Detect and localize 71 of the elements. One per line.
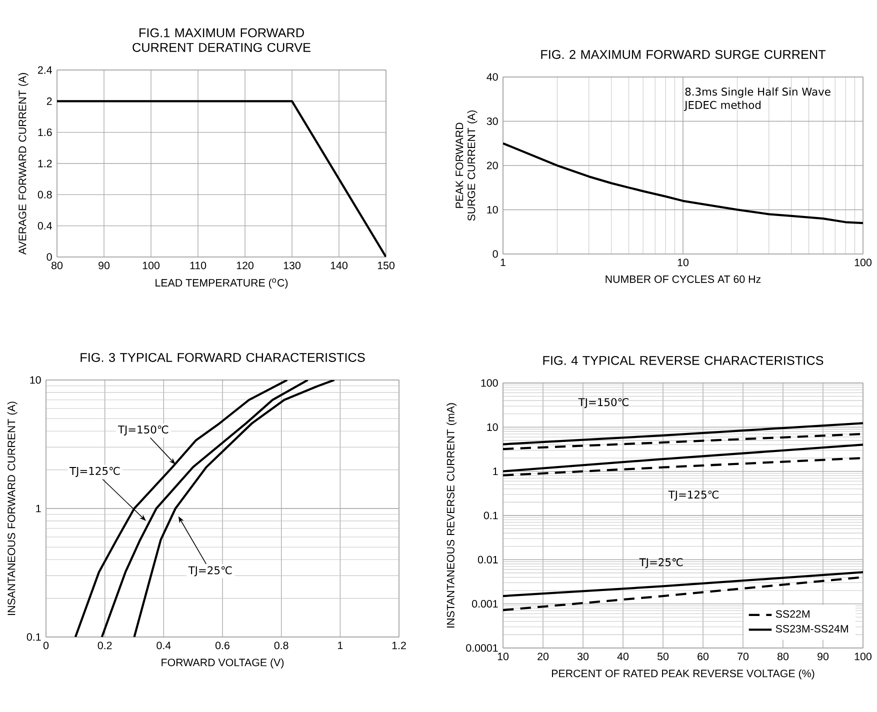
y-axis-title: INSTANTANEOUS REVERSE CURRENT (mA) <box>446 403 457 628</box>
legend-label: SS22M <box>776 610 810 618</box>
y-tick-label: 0 <box>46 253 52 261</box>
x-tick-label: 130 <box>284 262 300 270</box>
y-tick-label: 0 <box>492 250 498 258</box>
y-axis-title: INSANTANEOUS FORWARD CURRENT (A) <box>7 402 18 615</box>
x-tick-label: 140 <box>330 262 348 270</box>
x-tick-label: 100 <box>854 258 872 266</box>
x-tick-label: 50 <box>657 652 669 660</box>
y-tick-label: 10 <box>487 423 498 431</box>
x-tick-label: 0.6 <box>216 642 230 650</box>
y-tick-label: 2.4 <box>38 66 52 74</box>
y-tick-label: 40 <box>486 73 498 81</box>
annotation: TJ=25℃ <box>188 566 232 576</box>
y-tick-label: 1.2 <box>38 160 52 168</box>
x-tick-label: 20 <box>538 652 549 660</box>
annotation: TJ=150℃ <box>578 398 629 408</box>
x-tick-label: 40 <box>617 652 629 660</box>
y-tick-label: 30 <box>486 117 498 126</box>
y-tick-label: 10 <box>487 206 498 214</box>
chart-title: FIG. 4 TYPICAL REVERSE CHARACTERISTICS <box>543 356 824 365</box>
y-tick-label: 0.1 <box>26 633 41 641</box>
x-tick-label: 120 <box>236 262 254 270</box>
x-axis-title: LEAD TEMPERATURE ($^{o}$C) <box>156 278 288 289</box>
annotation: TJ=25℃ <box>639 558 683 568</box>
x-axis-title: NUMBER OF CYCLES AT 60 Hz <box>606 275 761 283</box>
y-tick-label: 0.001 <box>472 600 498 608</box>
annotation: TJ=150℃ <box>118 425 168 436</box>
chart-title: FIG.1 MAXIMUM FORWARD CURRENT DERATING CURVE <box>132 28 310 52</box>
x-tick-label: 100 <box>854 652 872 660</box>
chart-title: FIG. 2 MAXIMUM FORWARD SURGE CURRENT <box>541 50 826 59</box>
x-axis-title: FORWARD VOLTAGE (V) <box>162 658 284 668</box>
x-axis-title: PERCENT OF RATED PEAK REVERSE VOLTAGE (%) <box>552 669 814 680</box>
x-tick-label: 80 <box>778 652 789 660</box>
x-tick-label: 70 <box>738 652 749 660</box>
y-axis-title: PEAK FORWARD SURGE CURRENT (A) <box>456 110 478 221</box>
x-tick-label: 80 <box>52 262 63 270</box>
x-tick-label: 30 <box>577 652 589 660</box>
y-tick-label: 1 <box>493 468 498 475</box>
x-tick-label: 0.4 <box>156 642 171 650</box>
annotation: JEDEC method <box>684 100 760 111</box>
x-tick-label: 60 <box>698 652 709 660</box>
annotation: TJ=125℃ <box>668 490 719 501</box>
chart-title: FIG. 3 TYPICAL FORWARD CHARACTERISTICS <box>80 352 365 362</box>
y-tick-label: 2 <box>46 97 52 105</box>
x-tick-label: 1.2 <box>392 642 406 650</box>
y-axis-title: AVERAGE FORWARD CURRENT (A) <box>18 73 28 255</box>
x-tick-label: 1 <box>500 258 506 266</box>
y-tick-label: 0.0001 <box>466 644 498 652</box>
y-tick-label: 20 <box>486 162 498 170</box>
y-tick-label: 1.6 <box>38 128 52 136</box>
x-tick-label: 0.8 <box>274 642 288 650</box>
y-tick-label: 0.8 <box>38 190 52 198</box>
x-tick-label: 0.2 <box>98 642 112 650</box>
y-tick-label: 10 <box>30 376 41 384</box>
x-tick-label: 1 <box>338 642 343 650</box>
x-tick-label: 90 <box>818 652 829 660</box>
y-tick-label: 100 <box>481 379 498 387</box>
x-tick-label: 110 <box>190 262 206 270</box>
y-tick-label: 0.4 <box>38 222 52 230</box>
legend-label: SS23M-SS24M <box>776 624 848 633</box>
x-tick-label: 10 <box>678 258 689 266</box>
x-tick-label: 100 <box>142 262 160 270</box>
x-tick-label: 10 <box>498 652 509 660</box>
annotation: TJ=125℃ <box>70 466 120 477</box>
y-tick-label: 0.1 <box>484 512 498 520</box>
y-tick-label: 1 <box>36 504 41 512</box>
annotation: 8.3ms Single Half Sin Wave <box>685 87 830 98</box>
x-tick-label: 90 <box>98 262 110 270</box>
x-tick-label: 150 <box>378 262 394 270</box>
y-tick-label: 0.01 <box>478 556 498 564</box>
